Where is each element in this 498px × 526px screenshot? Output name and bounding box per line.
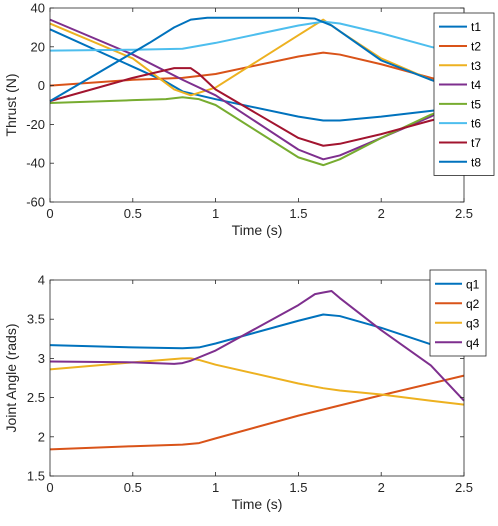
thrust-series-t7	[49, 67, 465, 147]
thrust-series-t8	[49, 16, 465, 102]
x-tick-label: 1.5	[289, 206, 307, 221]
x-axis-label: Time (s)	[232, 496, 283, 512]
legend-label-t5: t5	[471, 97, 481, 111]
x-tick-label: 0	[46, 206, 53, 221]
x-tick-label: 1.5	[289, 480, 307, 495]
y-tick-label: 4	[38, 273, 45, 288]
legend-label-t3: t3	[471, 59, 481, 73]
joint-series-q4	[49, 289, 465, 402]
thrust-chart: 0 0.5 1 1.5 2 2.5 -60 -40 -20 0 20 40 Time (s) Thrust…	[3, 1, 495, 238]
legend-label-q4: q4	[466, 336, 480, 350]
legend-label-t7: t7	[471, 136, 481, 150]
thrust-series-t6	[49, 20, 465, 56]
legend-label-q3: q3	[466, 316, 480, 330]
thrust-series-t1	[49, 28, 465, 122]
plot-area	[50, 8, 464, 202]
y-tick-label: 40	[31, 1, 45, 16]
plot-area	[50, 280, 464, 476]
joint-angle-chart: 0 0.5 1 1.5 2 2.5 1.5 2 2.5 3 3.5 4 Time (s) Joint An…	[3, 269, 487, 512]
legend-label-t6: t6	[471, 117, 481, 131]
y-tick-label: 2	[38, 429, 45, 444]
legend: t1 t2 t3 t4 t5 t6 t7 t8	[433, 12, 495, 176]
x-axis-label: Time (s)	[232, 222, 283, 238]
y-tick-label: 1.5	[27, 469, 45, 484]
x-tick-label: 0.5	[124, 480, 142, 495]
legend-label-q2: q2	[466, 297, 480, 311]
y-axis-label: Thrust (N)	[3, 74, 19, 137]
legend-label-t4: t4	[471, 78, 481, 92]
legend-label-t2: t2	[471, 39, 481, 53]
y-tick-label: -60	[26, 195, 45, 210]
y-tick-label: -40	[26, 156, 45, 171]
y-tick-label: 3	[38, 351, 45, 366]
y-axis-label: Joint Angle (rads)	[3, 324, 19, 433]
x-tick-label: 2	[378, 480, 385, 495]
x-tick-label: 0	[46, 480, 53, 495]
y-tick-label: -20	[26, 117, 45, 132]
thrust-series-t3	[49, 18, 465, 97]
x-tick-label: 2	[378, 206, 385, 221]
y-tick-label: 20	[31, 39, 45, 54]
legend-label-t1: t1	[471, 20, 481, 34]
legend-box	[433, 12, 495, 176]
y-tick-label: 0	[38, 78, 45, 93]
y-tick-label: 3.5	[27, 312, 45, 327]
x-tick-label: 2.5	[455, 206, 473, 221]
legend: q1 q2 q3 q4	[429, 269, 487, 357]
x-tick-label: 2.5	[455, 480, 473, 495]
axes-box	[49, 279, 465, 477]
legend-label-t8: t8	[471, 155, 481, 169]
thrust-series-t5	[49, 96, 465, 167]
y-tick-label: 2.5	[27, 390, 45, 405]
x-tick-label: 1	[212, 480, 219, 495]
x-tick-label: 0.5	[124, 206, 142, 221]
joint-series-q2	[49, 374, 465, 451]
x-tick-label: 1	[212, 206, 219, 221]
joint-series-q1	[49, 313, 465, 357]
legend-label-q1: q1	[466, 277, 480, 291]
joint-series-q3	[49, 357, 465, 406]
